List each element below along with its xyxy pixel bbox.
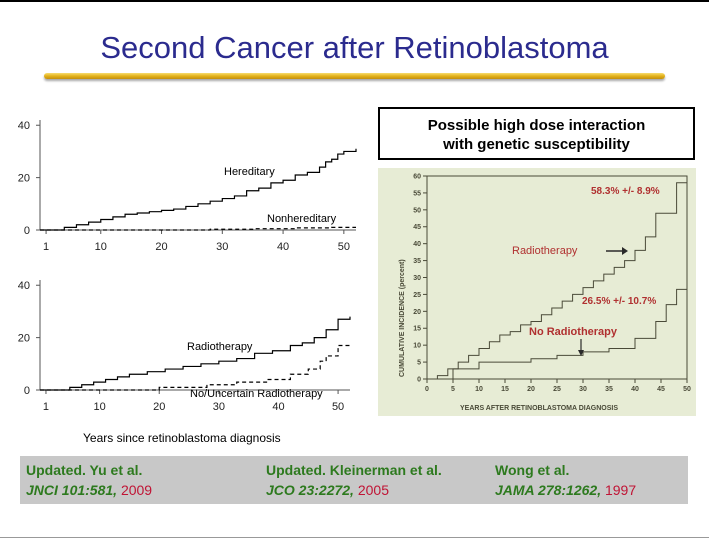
annotation-noradio-label: No Radiotherapy (529, 326, 618, 338)
series-line-no-radiotherapy (427, 288, 687, 380)
callout-line-1: Possible high dose interaction (427, 117, 646, 134)
callout-line-2: with genetic susceptibility (443, 136, 630, 153)
annotation-noradio-rate: 26.5% +/- 10.7% (582, 296, 656, 307)
y-tick-label: 45 (413, 224, 421, 231)
y-tick-label: 15 (413, 326, 421, 333)
y-tick-label: 25 (413, 292, 421, 299)
y-tick-label: 30 (413, 275, 421, 282)
annotation-radio-rate: 58.3% +/- 8.9% (591, 186, 660, 197)
chart2-marks (40, 316, 351, 391)
x-tick-label: 15 (501, 386, 509, 393)
references-bar: Updated. Yu et al. JNCI 101:581, 2009 Up… (20, 456, 688, 504)
y-tick-label: 60 (413, 173, 421, 180)
y-tick-label: 50 (413, 207, 421, 214)
x-tick-label: 1 (43, 401, 49, 413)
series-line-hereditary (40, 148, 357, 231)
y-tick-label: 40 (18, 280, 30, 292)
x-tick-label: 5 (451, 386, 455, 393)
series-label-nonhereditary: Nonhereditary (267, 213, 337, 225)
slide-title: Second Cancer after Retinoblastoma (100, 30, 609, 65)
series-label-no-radiotherapy: No/Uncertain Radiotherapy (190, 388, 323, 400)
series-line-radiotherapy (40, 316, 351, 391)
annotation-radio-label: Radiotherapy (512, 245, 578, 257)
series-line-radiotherapy (427, 182, 687, 380)
x-tick-label: 10 (95, 241, 107, 253)
chart1-marks (40, 148, 357, 231)
reference-wong: Wong et al. JAMA 278:1262, 1997 (495, 462, 637, 498)
y-tick-label: 40 (18, 120, 30, 132)
x-tick-label: 40 (272, 401, 284, 413)
x-tick-label: 20 (153, 401, 165, 413)
x-tick-label: 30 (579, 386, 587, 393)
x-tick-label: 25 (553, 386, 561, 393)
x-tick-label: 35 (605, 386, 613, 393)
y-tick-label: 55 (413, 190, 421, 197)
series-label-radiotherapy: Radiotherapy (187, 341, 253, 353)
no-radiotherapy-arrowhead-icon (578, 350, 584, 356)
reference-yu: Updated. Yu et al. JNCI 101:581, 2009 (26, 462, 153, 498)
series-label-hereditary: Hereditary (224, 166, 275, 178)
chart2-xlabel: Years since retinoblastoma diagnosis (83, 431, 281, 445)
chart3-axes: 0 5 10 15 20 25 30 35 40 45 50 0 5 10 15 20 25 30 35 40 45 50… (413, 173, 691, 393)
x-tick-label: 30 (213, 401, 225, 413)
y-tick-label: 20 (18, 332, 30, 344)
y-tick-label: 0 (24, 225, 30, 237)
chart3-ylabel: CUMULATIVE INCIDENCE (percent) (399, 259, 406, 377)
x-tick-label: 0 (425, 386, 429, 393)
chart3-marks (427, 182, 687, 380)
x-tick-label: 20 (155, 241, 167, 253)
y-tick-label: 0 (417, 376, 421, 383)
x-tick-label: 50 (683, 386, 691, 393)
title-underline (44, 73, 665, 79)
x-tick-label: 30 (216, 241, 228, 253)
chart3-xlabel: YEARS AFTER RETINOBLASTOMA DIAGNOSIS (460, 405, 618, 412)
x-tick-label: 50 (332, 401, 344, 413)
y-tick-label: 5 (417, 360, 421, 367)
series-line-nonhereditary (40, 226, 356, 231)
radiotherapy-arrowhead-icon (622, 247, 628, 255)
x-tick-label: 10 (475, 386, 483, 393)
x-tick-label: 50 (338, 241, 350, 253)
reference-kleinerman: Updated. Kleinerman et al. JCO 23:2272, … (266, 462, 442, 498)
x-tick-label: 45 (657, 386, 665, 393)
x-tick-label: 40 (631, 386, 639, 393)
top-rule (0, 0, 709, 2)
y-tick-label: 35 (413, 258, 421, 265)
x-tick-label: 40 (277, 241, 289, 253)
y-tick-label: 20 (413, 309, 421, 316)
chart3-frame (426, 175, 688, 380)
y-tick-label: 0 (24, 385, 30, 397)
x-tick-label: 1 (43, 241, 49, 253)
series-line-no-uncertain-radiotherapy (40, 344, 350, 391)
scanned-figure-background (378, 168, 696, 416)
y-tick-label: 20 (18, 172, 30, 184)
bottom-rule (0, 537, 709, 538)
y-tick-label: 10 (413, 343, 421, 350)
x-tick-label: 20 (527, 386, 535, 393)
x-tick-label: 10 (93, 401, 105, 413)
y-tick-label: 40 (413, 241, 421, 248)
interaction-callout: Possible high dose interaction with gene… (378, 107, 695, 160)
